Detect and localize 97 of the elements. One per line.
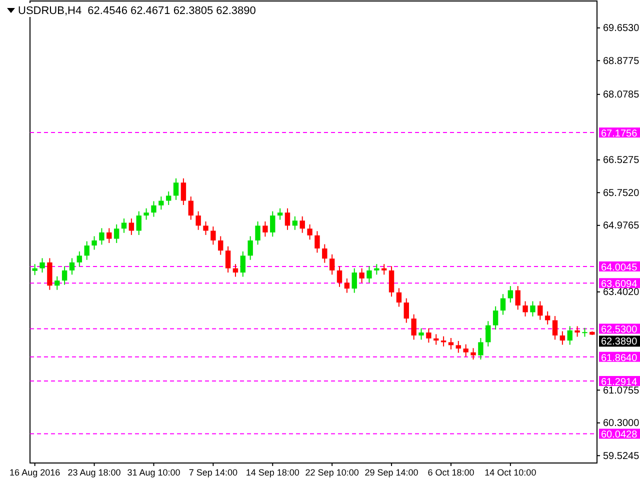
- candlestick: [336, 266, 342, 288]
- candlestick: [426, 328, 432, 344]
- y-tick-label: 64.9765: [603, 220, 640, 232]
- candlestick: [322, 244, 328, 264]
- chart-title: USDRUB,H4 62.4546 62.4671 62.3805 62.3890: [18, 5, 256, 17]
- candlestick: [69, 258, 75, 276]
- candlestick: [292, 216, 298, 230]
- candlestick: [448, 338, 454, 350]
- candlestick: [232, 264, 238, 278]
- candlestick: [396, 288, 402, 308]
- y-tick-label: 68.8775: [603, 56, 640, 67]
- candlestick: [359, 268, 364, 284]
- x-tick-label: 31 Aug 10:00: [127, 467, 180, 478]
- candlestick: [180, 178, 186, 206]
- candlestick: [381, 264, 387, 276]
- candlestick: [136, 210, 142, 236]
- candlestick: [62, 266, 68, 286]
- candlestick: [144, 208, 149, 220]
- candlestick: [515, 286, 520, 310]
- candlestick: [99, 228, 104, 246]
- candlestick: [404, 298, 409, 324]
- candlestick: [166, 190, 172, 206]
- ref-line-label: 61.8640: [601, 352, 638, 364]
- x-tick-label: 14 Sep 18:00: [246, 467, 300, 478]
- candlestick: [262, 220, 268, 238]
- y-tick-label: 59.5245: [603, 450, 640, 462]
- candlestick: [486, 320, 491, 347]
- candlestick: [240, 250, 246, 278]
- ref-line-label: 62.5300: [601, 324, 638, 336]
- candlestick: [158, 196, 164, 210]
- candlestick: [500, 294, 506, 316]
- candlestick: [255, 220, 260, 246]
- candlestick: [492, 306, 498, 330]
- candlestick: [560, 330, 566, 346]
- x-tick-label: 6 Oct 18:00: [428, 467, 474, 478]
- x-tick-label: 23 Aug 18:00: [68, 467, 121, 478]
- candlestick: [366, 266, 372, 284]
- candlestick: [270, 210, 276, 238]
- y-tick-label: 66.5275: [603, 155, 640, 166]
- candlestick: [434, 334, 439, 346]
- candlestick: [47, 258, 52, 290]
- candlestick: [574, 326, 580, 338]
- candlestick: [128, 218, 134, 236]
- x-tick-label: 7 Sep 14:00: [188, 467, 238, 478]
- candlestick: [40, 258, 45, 274]
- candlestick: [478, 338, 484, 360]
- candlestick: [530, 300, 536, 317]
- candlestick: [84, 240, 90, 260]
- candlestick: [418, 328, 424, 340]
- candlestick: [470, 348, 476, 360]
- candlestick: [32, 264, 38, 276]
- candlestick: [248, 236, 253, 260]
- candlestick: [456, 340, 462, 354]
- text: 62.3890: [601, 336, 638, 348]
- candlestick: [344, 278, 350, 294]
- x-tick-label: 22 Sep 10:00: [305, 467, 359, 478]
- candlestick: [218, 236, 224, 256]
- candlestick: [196, 210, 201, 230]
- y-tick-label: 60.3000: [603, 418, 640, 430]
- candlestick: [352, 268, 357, 294]
- candlestick: [463, 344, 468, 358]
- candlestick: [522, 300, 528, 317]
- candlestick: [329, 254, 335, 276]
- candlestick: [106, 228, 112, 244]
- candlestick: [307, 224, 312, 240]
- candlestick: [151, 200, 156, 218]
- candlestick: [284, 208, 290, 230]
- candlestick: [121, 218, 127, 234]
- candlestick: [411, 314, 416, 340]
- y-tick-label: 68.0785: [603, 90, 640, 101]
- candlestick: [538, 300, 543, 320]
- ref-line-label: 64.0045: [601, 262, 638, 274]
- candlestick: [277, 208, 283, 220]
- candlestick: [544, 310, 550, 325]
- candlestick: [225, 246, 231, 274]
- x-tick-label: 29 Sep 14:00: [364, 467, 418, 478]
- x-tick-label: 14 Oct 10:00: [484, 467, 536, 478]
- x-tick-label: 16 Aug 2016: [10, 467, 60, 478]
- candlestick: [114, 224, 120, 244]
- candlestick: [188, 196, 194, 220]
- candlestick: [54, 276, 60, 290]
- candlestick: [76, 250, 82, 268]
- ref-line-label: 67.1756: [601, 128, 638, 140]
- ref-line-label: 60.0428: [601, 430, 638, 441]
- candlestick: [508, 286, 514, 304]
- candlestick: [388, 266, 394, 298]
- candlestick: [314, 230, 320, 254]
- candlestick: [210, 226, 216, 246]
- candlestick: [203, 220, 208, 236]
- candlestick: [92, 236, 97, 250]
- y-tick-label: 69.6530: [603, 23, 640, 34]
- candlestick: [567, 326, 572, 346]
- candlestick: [552, 316, 558, 340]
- candlestick: [173, 178, 179, 200]
- y-tick-label: 65.7520: [603, 188, 640, 199]
- candlestick: [374, 264, 380, 276]
- candlestick: [300, 216, 305, 234]
